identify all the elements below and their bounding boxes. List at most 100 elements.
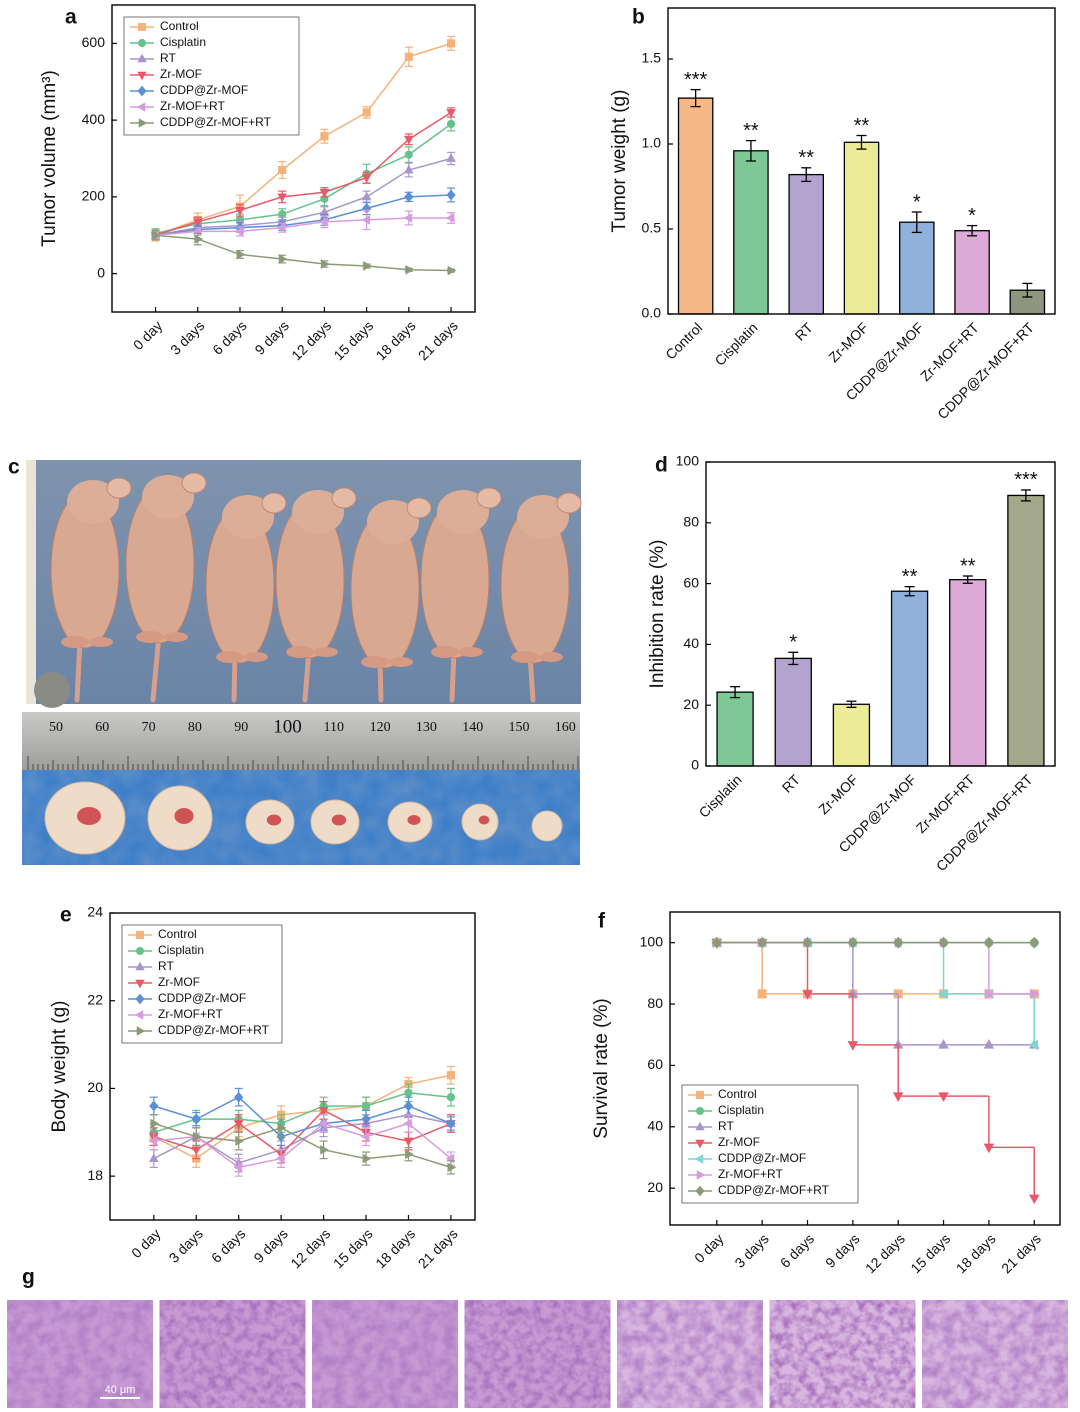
tumor-blood: [266, 814, 282, 826]
bar: [1007, 494, 1045, 767]
series-line: [153, 1096, 452, 1138]
y-axis-title: Survival rate (%): [591, 998, 612, 1138]
marker: [234, 1091, 244, 1103]
marker: [235, 1136, 245, 1146]
marker: [446, 1093, 456, 1102]
marker: [893, 936, 904, 949]
marker: [446, 153, 456, 162]
bar: [774, 657, 812, 767]
x-tick-label: 21 days: [415, 317, 461, 363]
significance-label: **: [743, 120, 759, 142]
marker: [233, 1120, 244, 1129]
legend-label: Zr-MOF+RT: [718, 1167, 783, 1181]
mouse-ear: [476, 487, 502, 509]
series-line: [153, 1074, 452, 1160]
marker: [937, 988, 948, 1000]
marker: [233, 1162, 243, 1173]
x-tick-label: 15 days: [330, 317, 376, 363]
marker: [138, 39, 146, 47]
ruler-label: 110: [324, 720, 344, 735]
marker: [277, 193, 288, 203]
ruler-label: 70: [142, 720, 156, 735]
marker: [695, 1139, 705, 1149]
marker: [446, 119, 456, 129]
legend-label: RT: [160, 51, 176, 65]
plot-frame: [109, 912, 476, 1221]
marker: [405, 264, 415, 275]
marker: [757, 936, 768, 949]
x-tick-label: RT: [779, 771, 804, 796]
mouse-leg: [361, 656, 389, 668]
marker: [757, 989, 767, 999]
series-line: [155, 42, 452, 236]
plot-frame: [111, 4, 476, 313]
x-tick-label: 0 day: [130, 317, 166, 353]
marker: [696, 1170, 706, 1180]
y-tick-label: 22: [87, 991, 103, 1007]
legend-label: Zr-MOF+RT: [160, 99, 225, 113]
marker: [138, 118, 148, 128]
marker: [802, 936, 813, 949]
chart: 0.0 0.5 1.0 1.5 Control Cisplatin RT Zr-MOF CDDP…: [609, 7, 1056, 422]
marker: [148, 1136, 158, 1146]
mouse-ear: [406, 497, 432, 519]
mouse-head: [142, 475, 194, 519]
series-line: [155, 123, 452, 235]
marker: [137, 85, 147, 97]
x-tick-label: Cisplatin: [711, 319, 760, 368]
marker: [938, 1092, 949, 1102]
plot-frame: [667, 7, 1056, 315]
y-tick-label: 20: [683, 696, 699, 712]
mouse-ear: [556, 492, 582, 514]
marker: [149, 1100, 159, 1112]
legend-label: Control: [158, 927, 197, 941]
panel-label: g: [22, 1266, 35, 1289]
marker: [363, 261, 372, 271]
marker: [360, 1131, 370, 1142]
y-tick-label: 60: [683, 574, 699, 590]
histology-texture: [464, 1300, 611, 1408]
histology-texture: [769, 1300, 916, 1408]
marker: [135, 993, 145, 1005]
mouse-leg: [61, 636, 89, 648]
panel-label: d: [655, 454, 668, 477]
x-tick-label: 6 days: [209, 317, 249, 357]
tumor-photo: 50 60 70 80 90 100 110 120 130 140 150 160: [22, 712, 580, 865]
marker: [361, 1113, 371, 1125]
y-tick-label: 18: [87, 1167, 103, 1183]
y-tick-label: 40: [683, 635, 699, 651]
x-tick-label: 18 days: [373, 317, 419, 363]
legend-label: Control: [160, 19, 199, 33]
marker: [319, 188, 330, 198]
legend-label: Zr-MOF+RT: [158, 1007, 223, 1021]
marker: [446, 1071, 456, 1080]
marker: [362, 108, 371, 117]
y-axis-title: Tumor weight (g): [609, 90, 630, 233]
y-tick-label: 600: [82, 34, 106, 50]
legend-label: Control: [718, 1087, 757, 1101]
marker: [136, 102, 146, 112]
marker: [404, 135, 414, 145]
significance-label: ***: [684, 69, 708, 91]
x-tick-label: 12 days: [287, 1225, 333, 1271]
y-tick-label: 80: [683, 514, 699, 530]
x-tick-label: 21 days: [998, 1230, 1044, 1276]
histology-texture: [159, 1300, 306, 1408]
marker: [404, 164, 414, 174]
histology-texture: [7, 1300, 153, 1408]
y-tick-label: 400: [82, 111, 106, 127]
marker: [136, 947, 144, 955]
legend-label: Cisplatin: [718, 1103, 764, 1117]
marker: [1029, 936, 1040, 949]
marker: [192, 218, 203, 228]
significance-label: **: [854, 115, 870, 137]
ruler-label: 50: [49, 720, 63, 735]
ruler-label: 120: [370, 720, 391, 735]
y-tick-label: 0: [97, 264, 105, 280]
x-tick-label: Cisplatin: [696, 771, 745, 820]
mouse-head: [67, 480, 119, 524]
marker: [194, 234, 204, 244]
